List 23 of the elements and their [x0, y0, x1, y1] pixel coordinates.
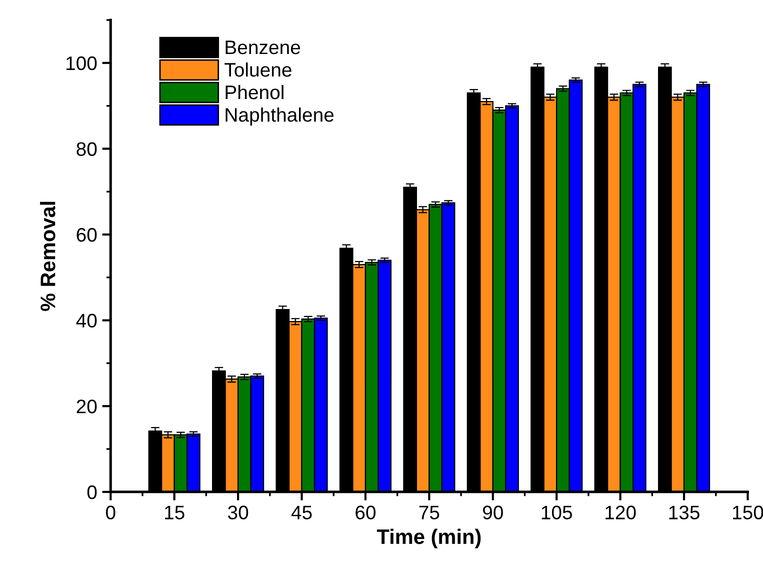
y-axis-title: % Removal [40, 202, 56, 312]
y-tick-label: 40 [76, 314, 97, 328]
legend-label: Phenol [226, 84, 284, 100]
x-tick-label: 0 [106, 506, 116, 520]
x-tick-label: 135 [669, 506, 700, 520]
y-tick-label: 20 [76, 400, 97, 414]
y-tick-label: 60 [76, 228, 97, 242]
x-tick-label: 45 [291, 506, 312, 520]
x-tick-label: 30 [228, 506, 248, 520]
x-tick-label: 90 [482, 506, 503, 520]
x-tick-label: 105 [542, 506, 572, 520]
legend-label: Toluene [224, 62, 292, 77]
x-axis-title: Time (min) [376, 528, 481, 548]
legend-label: Benzene [226, 40, 300, 54]
y-tick-label: 0 [87, 485, 97, 500]
x-tick-label: 120 [606, 506, 636, 520]
x-tick-label: 15 [165, 506, 184, 520]
x-tick-label: 75 [419, 506, 440, 520]
y-tick-label: 100 [66, 56, 97, 70]
x-tick-label: 150 [733, 506, 763, 520]
y-tick-label: 80 [76, 142, 97, 156]
x-tick-label: 60 [356, 506, 376, 520]
legend-label: Naphthalene [226, 107, 334, 126]
